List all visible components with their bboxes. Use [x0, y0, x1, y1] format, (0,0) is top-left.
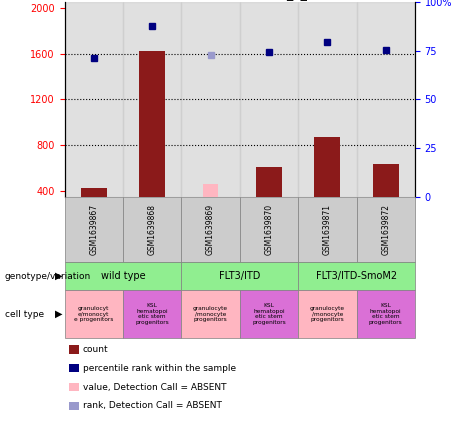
Text: rank, Detection Call = ABSENT: rank, Detection Call = ABSENT: [83, 401, 222, 410]
Text: GSM1639869: GSM1639869: [206, 204, 215, 255]
Text: genotype/variation: genotype/variation: [5, 272, 91, 280]
Bar: [356, 2, 415, 197]
Bar: [372, 164, 399, 197]
Bar: [65, 2, 123, 197]
Text: GSM1639871: GSM1639871: [323, 204, 332, 255]
Text: cell type: cell type: [5, 310, 44, 319]
Bar: [181, 2, 240, 197]
Text: granulocyte
/monocyte
progenitors: granulocyte /monocyte progenitors: [310, 306, 345, 322]
Text: count: count: [83, 345, 109, 354]
Text: GSM1639867: GSM1639867: [89, 204, 98, 255]
Text: GSM1639872: GSM1639872: [381, 204, 390, 255]
Text: percentile rank within the sample: percentile rank within the sample: [83, 364, 236, 373]
Bar: [298, 2, 356, 197]
Bar: [314, 137, 340, 197]
Bar: [240, 2, 298, 197]
Bar: [81, 187, 107, 197]
Text: KSL
hematopoi
etic stem
progenitors: KSL hematopoi etic stem progenitors: [369, 303, 402, 325]
Text: value, Detection Call = ABSENT: value, Detection Call = ABSENT: [83, 382, 226, 392]
Text: granulocyte
/monocyte
progenitors: granulocyte /monocyte progenitors: [193, 306, 228, 322]
Text: FLT3/ITD: FLT3/ITD: [219, 271, 260, 281]
Bar: [123, 2, 181, 197]
Text: ▶: ▶: [55, 309, 62, 319]
Bar: [139, 51, 165, 197]
Text: GSM1639868: GSM1639868: [148, 204, 157, 255]
Text: FLT3/ITD-SmoM2: FLT3/ITD-SmoM2: [316, 271, 397, 281]
Bar: [203, 184, 219, 197]
Text: KSL
hematopoi
etic stem
progenitors: KSL hematopoi etic stem progenitors: [252, 303, 286, 325]
Text: KSL
hematopoi
etic stem
progenitors: KSL hematopoi etic stem progenitors: [135, 303, 169, 325]
Text: ▶: ▶: [55, 271, 62, 281]
Bar: [256, 167, 282, 197]
Text: granulocyt
e/monocyt
e progenitors: granulocyt e/monocyt e progenitors: [74, 306, 113, 322]
Text: wild type: wild type: [100, 271, 145, 281]
Text: GSM1639870: GSM1639870: [265, 204, 273, 255]
